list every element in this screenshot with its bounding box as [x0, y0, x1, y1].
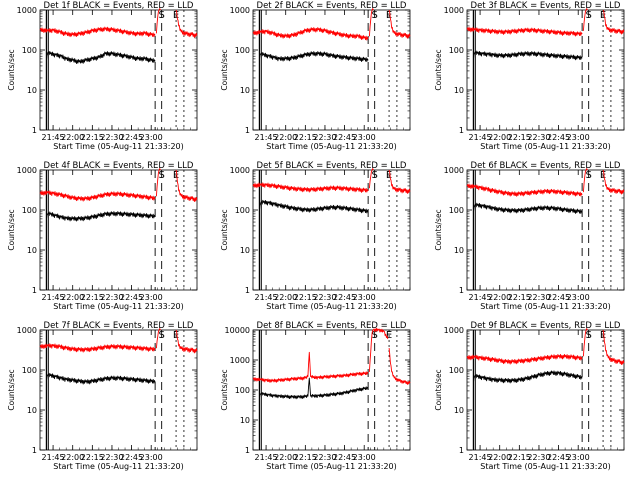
x-axis-label: Start Time (05-Aug-11 21:33:20) — [480, 462, 611, 471]
y-tick-label: 10 — [454, 406, 464, 415]
y-tick-label: 10000 — [225, 326, 250, 335]
y-tick-label: 100 — [22, 206, 37, 215]
event-marker-e: E — [173, 10, 179, 21]
y-tick-label: 1000 — [444, 326, 464, 335]
event-marker-s: S — [371, 170, 377, 181]
event-marker-s: S — [158, 10, 164, 21]
chart-title: Det 1f BLACK = Events, RED = LLD — [44, 1, 194, 11]
y-tick-label: 1000 — [444, 6, 464, 15]
y-tick-label: 100 — [449, 206, 464, 215]
event-marker-e: E — [386, 170, 392, 181]
y-tick-label: 1000 — [230, 166, 250, 175]
y-tick-label: 100 — [22, 366, 37, 375]
y-tick-label: 1000 — [230, 6, 250, 15]
chart-title: Det 8f BLACK = Events, RED = LLD — [257, 321, 407, 331]
y-axis-label: Counts/sec — [220, 49, 229, 90]
x-axis-label: Start Time (05-Aug-11 21:33:20) — [266, 462, 397, 471]
x-tick-label: 23:00 — [353, 293, 376, 302]
y-tick-label: 10 — [240, 86, 250, 95]
chart-title: Det 7f BLACK = Events, RED = LLD — [44, 321, 194, 331]
x-tick-label: 23:00 — [140, 133, 163, 142]
y-tick-label: 100 — [449, 46, 464, 55]
event-marker-e: E — [600, 170, 606, 181]
x-axis-label: Start Time (05-Aug-11 21:33:20) — [266, 142, 397, 151]
y-tick-label: 1 — [32, 446, 37, 455]
y-tick-label: 1000 — [17, 166, 37, 175]
figure: Det 1f BLACK = Events, RED = LLD 1 10 100 10… — [0, 0, 640, 480]
event-marker-e: E — [173, 330, 179, 341]
y-tick-label: 100 — [235, 386, 250, 395]
y-tick-label: 1 — [459, 286, 464, 295]
chart-title: Det 2f BLACK = Events, RED = LLD — [257, 1, 407, 11]
y-axis-label: Counts/sec — [434, 369, 443, 410]
x-axis-label: Start Time (05-Aug-11 21:33:20) — [53, 302, 184, 311]
y-axis-label: Counts/sec — [220, 369, 229, 410]
chart-title: Det 9f BLACK = Events, RED = LLD — [471, 321, 621, 331]
y-tick-label: 10 — [27, 246, 37, 255]
y-tick-label: 100 — [235, 206, 250, 215]
y-tick-label: 1000 — [17, 6, 37, 15]
x-tick-label: 23:00 — [567, 293, 590, 302]
y-axis-label: Counts/sec — [7, 369, 16, 410]
event-marker-s: S — [585, 330, 591, 341]
event-marker-e: E — [386, 10, 392, 21]
x-tick-label: 23:00 — [567, 133, 590, 142]
x-axis-label: Start Time (05-Aug-11 21:33:20) — [480, 142, 611, 151]
x-tick-label: 23:00 — [140, 453, 163, 462]
chart-title: Det 4f BLACK = Events, RED = LLD — [44, 161, 194, 171]
x-tick-label: 23:00 — [353, 453, 376, 462]
y-tick-label: 1 — [32, 126, 37, 135]
event-marker-e: E — [386, 330, 392, 341]
y-axis-label: Counts/sec — [434, 49, 443, 90]
y-axis-label: Counts/sec — [7, 209, 16, 250]
y-tick-label: 1 — [32, 286, 37, 295]
y-axis-label: Counts/sec — [220, 209, 229, 250]
y-axis-label: Counts/sec — [7, 49, 16, 90]
x-tick-label: 23:00 — [567, 453, 590, 462]
x-axis-label: Start Time (05-Aug-11 21:33:20) — [266, 302, 397, 311]
x-axis-label: Start Time (05-Aug-11 21:33:20) — [480, 302, 611, 311]
y-tick-label: 1 — [245, 446, 250, 455]
y-tick-label: 10 — [27, 406, 37, 415]
chart-title: Det 6f BLACK = Events, RED = LLD — [471, 161, 621, 171]
y-tick-label: 100 — [22, 46, 37, 55]
event-marker-s: S — [585, 10, 591, 21]
y-axis-label: Counts/sec — [434, 209, 443, 250]
x-tick-label: 23:00 — [353, 133, 376, 142]
y-tick-label: 1 — [245, 286, 250, 295]
y-tick-label: 1000 — [444, 166, 464, 175]
y-tick-label: 1 — [245, 126, 250, 135]
x-axis-label: Start Time (05-Aug-11 21:33:20) — [53, 142, 184, 151]
y-tick-label: 1000 — [17, 326, 37, 335]
figure-background — [0, 0, 640, 480]
event-marker-s: S — [585, 170, 591, 181]
y-tick-label: 10 — [454, 246, 464, 255]
x-axis-label: Start Time (05-Aug-11 21:33:20) — [53, 462, 184, 471]
y-tick-label: 10 — [240, 416, 250, 425]
y-tick-label: 100 — [449, 366, 464, 375]
y-tick-label: 100 — [235, 46, 250, 55]
y-tick-label: 1 — [459, 446, 464, 455]
y-tick-label: 1000 — [230, 356, 250, 365]
y-tick-label: 1 — [459, 126, 464, 135]
chart-title: Det 5f BLACK = Events, RED = LLD — [257, 161, 407, 171]
event-marker-s: S — [158, 330, 164, 341]
y-tick-label: 10 — [454, 86, 464, 95]
y-tick-label: 10 — [27, 86, 37, 95]
event-marker-s: S — [158, 170, 164, 181]
x-tick-label: 23:00 — [140, 293, 163, 302]
y-tick-label: 10 — [240, 246, 250, 255]
chart-title: Det 3f BLACK = Events, RED = LLD — [471, 1, 621, 11]
event-marker-s: S — [371, 10, 377, 21]
